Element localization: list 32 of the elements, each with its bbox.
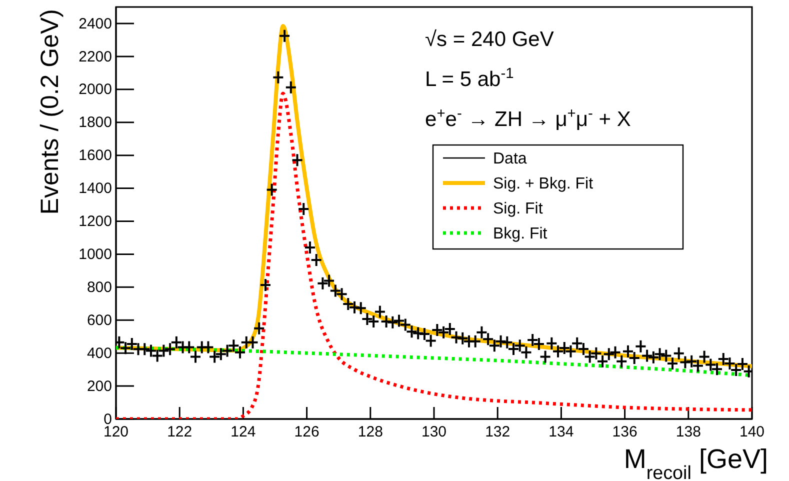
y-tick-label: 200 (86, 378, 112, 395)
x-tick-label: 126 (294, 424, 320, 440)
x-tick-label: 120 (103, 424, 129, 440)
x-tick-label: 124 (230, 424, 256, 440)
y-tick-label: 1000 (78, 246, 112, 263)
y-axis-title: Events / (0.2 GeV) (36, 9, 64, 215)
annotation: L = 5 ab$^{-1}$ (425, 66, 514, 91)
legend-label: Bkg. Fit (493, 226, 548, 243)
annotation: √s = 240 GeV (425, 28, 554, 51)
legend-label: Sig. Fit (493, 200, 544, 218)
text: e$^{+}$e$^{-}$ → ZH → μ$^{+}$μ$^{-}$ + X (425, 106, 631, 131)
x-tick-label: 130 (421, 424, 447, 440)
x-tick-label: 136 (612, 424, 638, 440)
y-tick-label: 600 (86, 312, 112, 329)
x-tick-label: 138 (676, 424, 701, 440)
y-tick-label: 2400 (78, 15, 112, 32)
x-axis-title: M$_{recoil}$ [GeV] (624, 444, 768, 481)
x-tick-label: 132 (485, 424, 510, 440)
y-tick-label: 1400 (78, 180, 112, 198)
x-tick-label: 122 (167, 424, 192, 440)
y-tick-label: 800 (86, 278, 112, 296)
x-tick-label: 128 (358, 424, 383, 440)
legend-label: Sig. + Bkg. Fit (493, 176, 594, 193)
legend-label: Data (493, 150, 527, 168)
y-tick-label: 400 (86, 344, 112, 362)
y-tick-label: 1800 (78, 114, 112, 132)
y-tick-label: 1200 (78, 213, 112, 230)
y-tick-label: 1600 (78, 147, 112, 164)
y-tick-label: 2200 (78, 48, 112, 66)
x-tick-label: 134 (548, 424, 574, 440)
y-tick-label: 2000 (78, 81, 112, 98)
x-tick-label: 140 (739, 424, 765, 440)
